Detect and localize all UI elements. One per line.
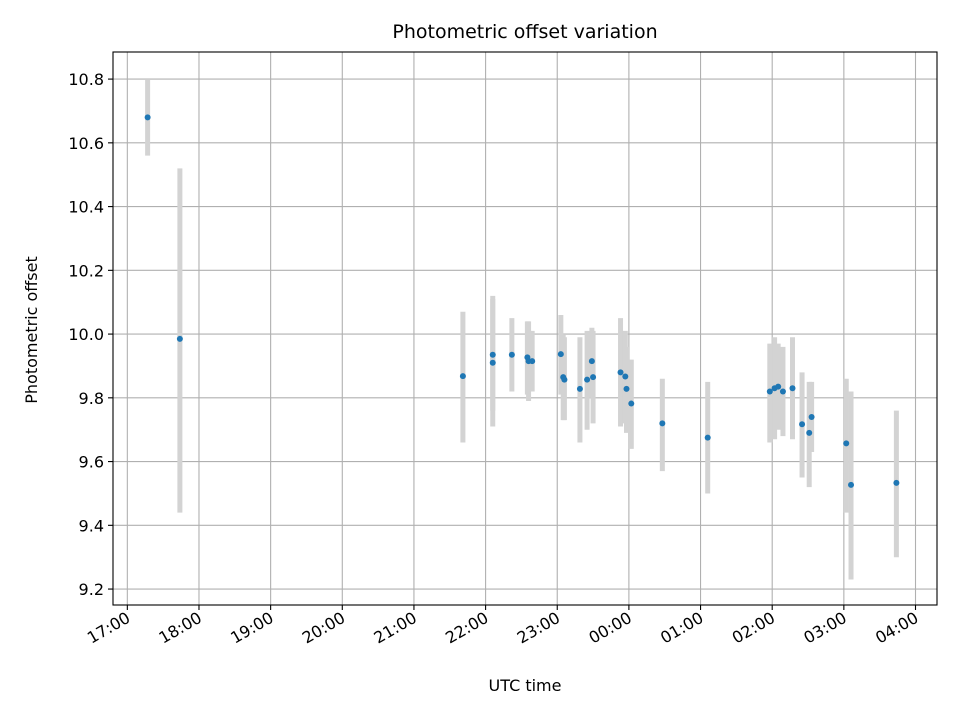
data-point	[848, 481, 855, 488]
data-point	[775, 383, 782, 390]
data-point	[893, 479, 900, 486]
data-point	[628, 400, 635, 407]
data-point	[808, 413, 815, 420]
y-tick-label: 9.4	[79, 516, 104, 535]
y-tick-label: 9.2	[79, 580, 104, 599]
data-point	[576, 385, 583, 392]
data-point	[622, 373, 629, 380]
x-axis-label: UTC time	[489, 676, 562, 695]
y-tick-label: 10.0	[68, 325, 104, 344]
x-tick-label: 02:00	[729, 608, 778, 648]
y-tick-label: 10.8	[68, 70, 104, 89]
data-points	[144, 114, 900, 488]
data-point	[557, 351, 564, 358]
y-axis: 9.2 9.4 9.6 9.8 10.0 10.2 10.4 10.6 10.8	[68, 70, 113, 599]
data-point	[789, 385, 796, 392]
y-tick-label: 10.4	[68, 198, 104, 217]
data-point	[489, 359, 496, 366]
data-point	[766, 388, 773, 395]
x-tick-label: 22:00	[442, 608, 491, 648]
y-axis-label: Photometric offset	[22, 256, 41, 404]
chart-title: Photometric offset variation	[392, 21, 657, 43]
y-tick-label: 9.8	[79, 389, 104, 408]
data-point	[529, 358, 536, 365]
data-point	[176, 335, 183, 342]
x-tick-label: 03:00	[800, 608, 849, 648]
data-point	[588, 358, 595, 365]
data-point	[459, 373, 466, 380]
data-point	[584, 376, 591, 383]
x-tick-label: 01:00	[657, 608, 706, 648]
data-point	[508, 351, 515, 358]
y-tick-label: 10.6	[68, 134, 104, 153]
x-tick-label: 21:00	[371, 608, 420, 648]
data-point	[799, 421, 806, 428]
data-point	[779, 388, 786, 395]
x-tick-label: 17:00	[84, 608, 133, 648]
y-tick-label: 9.6	[79, 453, 104, 472]
data-point	[806, 429, 813, 436]
data-point	[561, 376, 568, 383]
plot-frame	[112, 51, 938, 606]
x-axis: 17:00 18:00 19:00 20:00 21:00 22:00 23:00 00:00…	[84, 605, 922, 648]
x-tick-label: 00:00	[585, 608, 634, 648]
data-point	[843, 440, 850, 447]
data-point	[617, 369, 624, 376]
x-tick-label: 23:00	[514, 608, 563, 648]
data-point	[623, 385, 630, 392]
data-point	[659, 420, 666, 427]
data-point	[590, 374, 597, 381]
y-tick-label: 10.2	[68, 261, 104, 280]
x-tick-label: 19:00	[227, 608, 276, 648]
x-tick-label: 18:00	[156, 608, 205, 648]
data-point	[489, 351, 496, 358]
errorbars	[145, 79, 899, 580]
x-tick-label: 20:00	[299, 608, 348, 648]
x-tick-label: 04:00	[872, 608, 921, 648]
data-point	[704, 434, 711, 441]
data-point	[144, 114, 151, 121]
